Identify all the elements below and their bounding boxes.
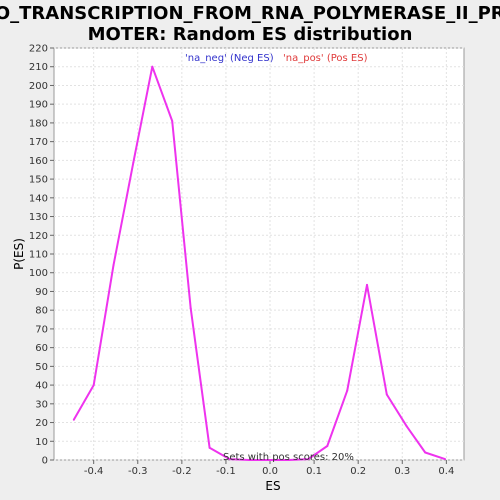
data-point: [151, 65, 154, 68]
data-point: [248, 459, 251, 461]
x-tick-label: -0.2: [172, 466, 192, 477]
data-point: [112, 264, 115, 267]
y-tick-label: 190: [29, 100, 48, 111]
data-point: [326, 444, 329, 447]
y-tick-label: 0: [42, 456, 48, 467]
data-point: [287, 459, 290, 461]
y-tick-label: 140: [29, 193, 48, 204]
data-point: [72, 418, 75, 421]
y-tick-label: 170: [29, 137, 48, 148]
data-point: [385, 393, 388, 396]
x-tick-label: 0.2: [350, 466, 366, 477]
data-point: [405, 425, 408, 428]
chart-title-line2: MOTER: Random ES distribution: [88, 24, 413, 45]
y-tick-label: 110: [29, 250, 48, 261]
data-point: [424, 451, 427, 454]
x-axis-ticks: -0.4 -0.3 -0.2 -0.1 0.0 0.1 0.2 0.3 0.4: [84, 460, 454, 477]
x-tick-label: 0.0: [262, 466, 278, 477]
pos-scores-annotation: Sets with pos scores: 20%: [223, 452, 354, 463]
y-tick-label: 80: [35, 306, 48, 317]
y-tick-label: 20: [35, 418, 48, 429]
y-tick-label: 200: [29, 81, 48, 92]
y-tick-label: 130: [29, 212, 48, 223]
data-point: [132, 161, 135, 164]
data-point: [189, 307, 192, 310]
data-point: [208, 446, 211, 449]
x-tick-label: 0.4: [438, 466, 454, 477]
y-tick-label: 120: [29, 231, 48, 242]
y-tick-label: 60: [35, 343, 48, 354]
legend-pos-es: 'na_pos' (Pos ES): [283, 53, 368, 64]
x-tick-label: -0.3: [128, 466, 148, 477]
y-tick-label: 220: [29, 44, 48, 55]
data-point: [267, 459, 270, 461]
y-tick-label: 50: [35, 362, 48, 373]
data-point: [228, 458, 231, 461]
chart-title-line1: GO_TRANSCRIPTION_FROM_RNA_POLYMERASE_II_…: [0, 3, 500, 24]
legend-neg-es: 'na_neg' (Neg ES): [185, 53, 274, 64]
data-point: [92, 384, 95, 387]
data-point: [307, 458, 310, 461]
x-axis-label: ES: [265, 479, 280, 493]
x-tick-label: 0.3: [394, 466, 410, 477]
y-tick-label: 150: [29, 175, 48, 186]
y-tick-label: 30: [35, 399, 48, 410]
y-axis-label: P(ES): [12, 238, 26, 270]
y-tick-label: 180: [29, 118, 48, 129]
gridlines: [54, 47, 464, 461]
y-tick-label: 160: [29, 156, 48, 167]
data-point: [171, 120, 174, 123]
series-layer: [72, 65, 447, 461]
y-tick-label: 90: [35, 287, 48, 298]
x-tick-label: 0.1: [306, 466, 322, 477]
y-tick-label: 40: [35, 381, 48, 392]
series-line: [72, 65, 446, 461]
y-tick-label: 100: [29, 268, 48, 279]
x-tick-label: -0.1: [216, 466, 236, 477]
y-axis-ticks: 0 10 20 30 40 50 60 70 80 90 100 110 120 130 140 150 160…: [29, 44, 54, 467]
data-point: [346, 389, 349, 392]
y-tick-label: 10: [35, 437, 48, 448]
x-tick-label: -0.4: [84, 466, 104, 477]
y-tick-label: 210: [29, 62, 48, 73]
y-tick-label: 70: [35, 324, 48, 335]
data-point: [366, 283, 369, 286]
data-point: [444, 458, 447, 461]
